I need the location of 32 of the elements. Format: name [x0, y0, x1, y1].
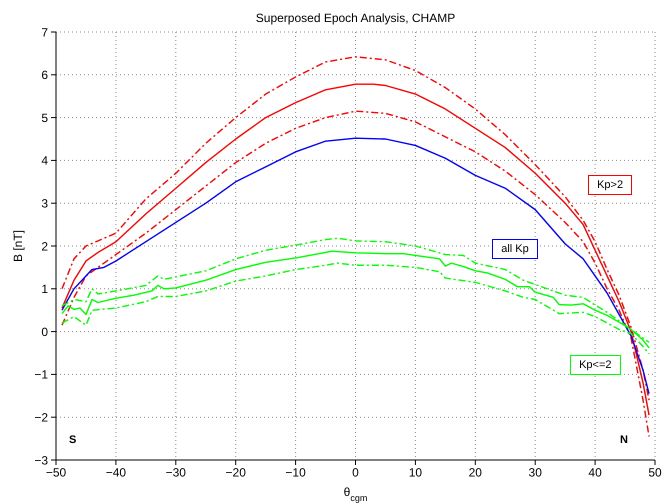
y-tick-label: −3: [34, 453, 48, 468]
y-tick-label: 5: [41, 110, 48, 125]
line-series: [61, 262, 650, 355]
x-tick-label: 40: [588, 466, 602, 480]
text: Kp>2: [588, 175, 632, 196]
y-tick-label: 7: [41, 25, 48, 40]
y-tick-label: 2: [41, 239, 48, 254]
x-tick-label: −20: [226, 466, 246, 480]
annotation: N: [620, 434, 628, 446]
y-tick-label: −1: [34, 368, 48, 382]
y-tick-label: 6: [41, 68, 48, 82]
line-series: [61, 137, 650, 394]
chart-title: Superposed Epoch Analysis, CHAMP: [256, 11, 456, 25]
y-tick-label: 3: [41, 196, 48, 210]
x-tick-label: −10: [285, 466, 306, 480]
x-tick-label: 0: [352, 466, 360, 480]
x-axis-title: θ$_{cgm}$: [344, 485, 368, 503]
y-tick-label: 0: [41, 324, 48, 339]
x-tick-label: 50: [648, 466, 662, 480]
y-tick-label: 1: [41, 282, 48, 296]
x-tick-label: 30: [528, 466, 542, 480]
text: Kp<=2: [570, 354, 621, 375]
x-tick-label: −40: [106, 466, 126, 480]
y-tick-label: −2: [34, 410, 48, 424]
annotation: S: [68, 434, 76, 446]
x-tick-label: 20: [468, 466, 482, 480]
x-tick-label: −50: [46, 466, 66, 480]
x-tick-label: −30: [166, 466, 186, 480]
x-tick-label: 10: [408, 466, 422, 480]
y-axis-title: B [nT]: [11, 230, 25, 262]
y-tick-label: 4: [41, 154, 48, 168]
text: all Kp: [492, 239, 538, 260]
